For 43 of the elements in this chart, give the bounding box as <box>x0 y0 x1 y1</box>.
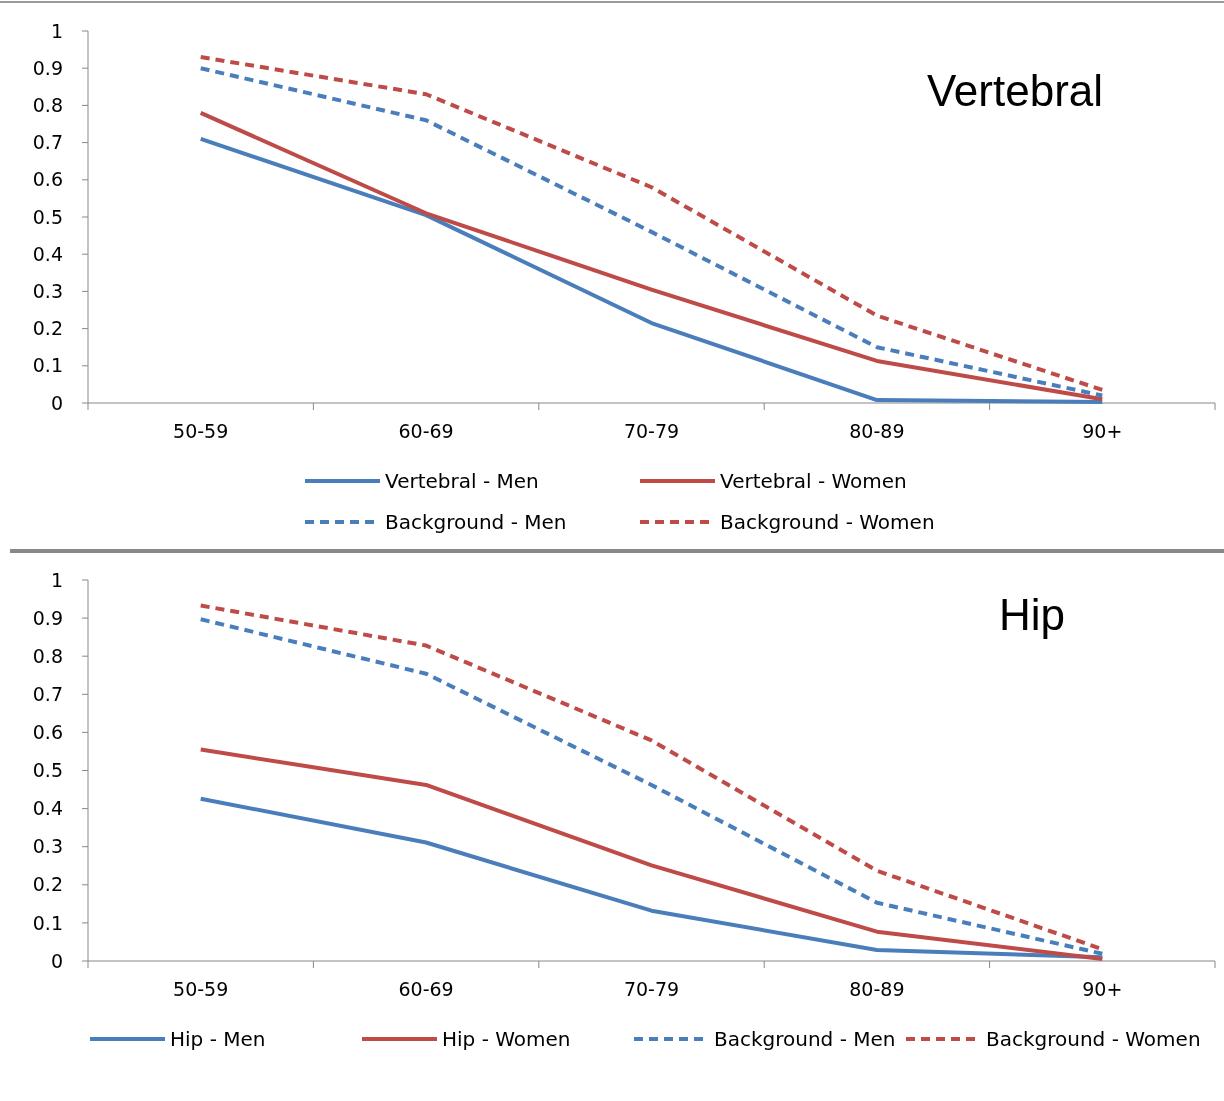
y-tick-label: 0.5 <box>32 759 63 782</box>
y-tick-label: 0.2 <box>32 317 63 340</box>
y-tick-label: 0.8 <box>32 644 63 667</box>
x-tick-label: 90+ <box>1082 420 1123 442</box>
y-tick-label: 0.7 <box>32 131 63 154</box>
y-tick-label: 0.1 <box>32 911 63 934</box>
legend-label: Vertebral - Women <box>720 469 907 493</box>
y-tick-label: 0.3 <box>32 280 63 303</box>
y-tick-label: 0.9 <box>32 606 63 629</box>
y-tick-label: 0 <box>50 949 63 972</box>
chart-title: Hip <box>998 590 1066 639</box>
y-tick-label: 0.2 <box>32 873 63 896</box>
y-tick-label: 0.1 <box>32 354 63 377</box>
x-tick-label: 90+ <box>1082 978 1123 1000</box>
x-tick-label: 50-59 <box>173 420 229 442</box>
legend-label: Hip - Men <box>170 1027 266 1051</box>
legend-label: Background - Women <box>986 1027 1201 1051</box>
y-tick-label: 0.7 <box>32 682 63 705</box>
x-tick-label: 60-69 <box>398 978 454 1000</box>
x-tick-label: 70-79 <box>623 420 680 442</box>
x-tick-label: 80-89 <box>849 420 905 442</box>
x-tick-label: 70-79 <box>623 978 680 1000</box>
y-tick-label: 0.4 <box>32 797 63 820</box>
y-tick-label: 0 <box>50 391 63 414</box>
legend-label: Background - Men <box>714 1027 896 1051</box>
legend-label: Vertebral - Men <box>385 469 539 493</box>
legend-label: Background - Women <box>720 510 935 534</box>
x-tick-label: 50-59 <box>173 978 229 1000</box>
y-tick-label: 0.6 <box>32 168 63 191</box>
x-tick-label: 80-89 <box>849 978 905 1000</box>
text: Vertebral <box>926 66 1104 115</box>
y-tick-label: 0.6 <box>32 721 63 744</box>
y-tick-label: 0.5 <box>32 205 63 228</box>
legend-label: Background - Men <box>385 510 567 534</box>
x-tick-label: 60-69 <box>398 420 454 442</box>
y-tick-label: 0.4 <box>32 242 63 265</box>
legend-label: Hip - Women <box>442 1027 571 1051</box>
y-tick-label: 0.9 <box>32 56 63 79</box>
y-tick-label: 0.8 <box>32 94 63 117</box>
y-tick-label: 1 <box>50 568 63 591</box>
y-tick-label: 1 <box>50 19 63 42</box>
line-series <box>198 747 1105 962</box>
y-tick-label: 0.3 <box>32 835 63 858</box>
